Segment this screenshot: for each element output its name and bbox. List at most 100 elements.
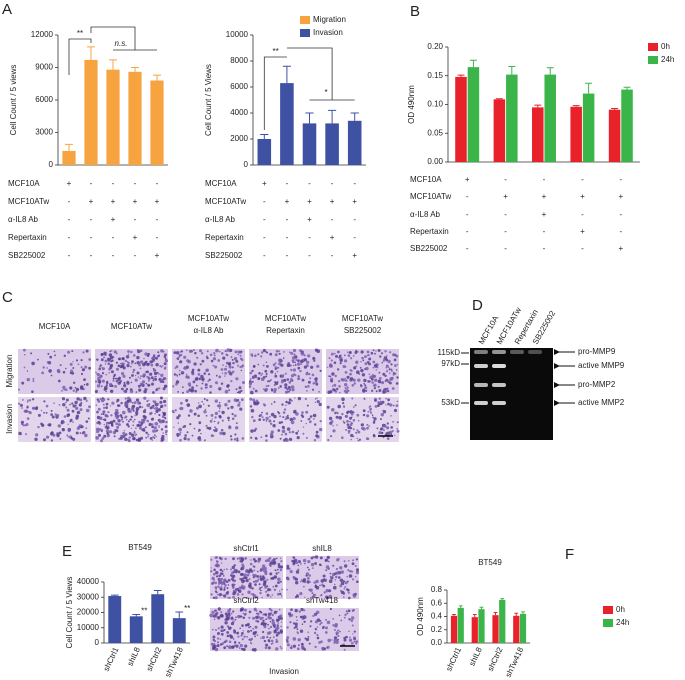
cell: [208, 378, 211, 381]
error-bar: [110, 594, 119, 597]
cell: [331, 408, 335, 412]
cell: [226, 634, 230, 638]
cell: [235, 377, 239, 381]
cell: [339, 566, 343, 570]
cell: [203, 410, 207, 414]
cell: [330, 422, 333, 425]
cell: [161, 434, 165, 439]
cell: [286, 378, 290, 381]
treatment-label: MCF10ATw: [8, 197, 49, 206]
cell: [178, 433, 181, 436]
cell: [152, 436, 155, 439]
cell: [358, 438, 361, 441]
y-axis-label: OD 490nm: [416, 597, 425, 636]
cell: [85, 420, 89, 423]
x-tick-label: shTw418: [504, 645, 526, 678]
cell: [65, 398, 69, 402]
cell: [99, 364, 103, 367]
cell: [59, 364, 62, 367]
cell: [371, 390, 373, 392]
cell: [279, 565, 284, 569]
cell: [309, 588, 313, 592]
cell: [41, 423, 45, 427]
cell: [107, 398, 110, 401]
cell: [355, 558, 358, 561]
cell: [50, 432, 54, 436]
cell: [226, 617, 230, 620]
cell: [258, 372, 261, 375]
cell: [145, 388, 148, 391]
cell: [267, 380, 270, 383]
treatment-mark: -: [466, 227, 469, 236]
cell: [365, 437, 369, 440]
legend-swatch: [300, 16, 310, 24]
cell: [233, 644, 237, 647]
cell: [277, 622, 280, 624]
cell: [357, 430, 361, 434]
cell: [148, 380, 150, 382]
cell: [125, 355, 130, 359]
cell: [273, 610, 277, 615]
cell: [285, 404, 287, 407]
cell: [234, 433, 237, 436]
cell: [251, 587, 254, 590]
cell: [287, 401, 291, 405]
cell: [260, 436, 263, 439]
cell: [306, 580, 310, 584]
cell: [265, 614, 267, 617]
cell: [79, 408, 83, 412]
cell: [31, 398, 35, 401]
treatment-mark: +: [542, 192, 547, 201]
cell: [80, 425, 84, 429]
cell: [134, 362, 137, 365]
cell: [137, 376, 139, 378]
cell: [250, 587, 252, 589]
x-tick-label: shTw418: [163, 645, 185, 678]
cell: [329, 607, 332, 611]
cell: [32, 380, 35, 383]
cell: [100, 353, 104, 356]
cell: [241, 563, 245, 567]
cell: [270, 589, 272, 591]
cell: [231, 413, 234, 416]
cell: [245, 569, 249, 572]
cell: [244, 557, 247, 560]
cell: [378, 389, 382, 392]
cell: [283, 378, 287, 382]
cell: [243, 616, 246, 619]
bar: [467, 67, 480, 162]
cell: [62, 385, 66, 390]
cell: [37, 358, 39, 361]
cell: [389, 430, 393, 434]
cell: [210, 558, 213, 561]
cell: [125, 400, 127, 403]
cell: [43, 438, 46, 442]
cell: [139, 349, 143, 353]
cell: [270, 626, 272, 628]
cell: [193, 427, 196, 430]
cell: [211, 628, 214, 631]
cell: [308, 420, 312, 424]
cell: [241, 584, 244, 587]
treatment-mark: -: [619, 175, 622, 184]
cell: [95, 371, 97, 374]
cell: [178, 373, 181, 376]
treatment-mark: -: [331, 251, 334, 260]
cell: [354, 592, 357, 596]
cell: [315, 585, 320, 590]
cell: [348, 432, 350, 434]
cell: [125, 387, 129, 391]
cell: [227, 584, 230, 586]
cell: [356, 580, 359, 583]
cell: [391, 387, 395, 390]
cell: [165, 429, 168, 433]
cell: [46, 367, 48, 369]
cell: [275, 647, 279, 651]
cell: [378, 397, 381, 400]
cell: [123, 384, 127, 388]
cell: [81, 368, 85, 372]
cell: [226, 348, 230, 352]
cell: [351, 616, 355, 620]
cell: [83, 378, 86, 381]
